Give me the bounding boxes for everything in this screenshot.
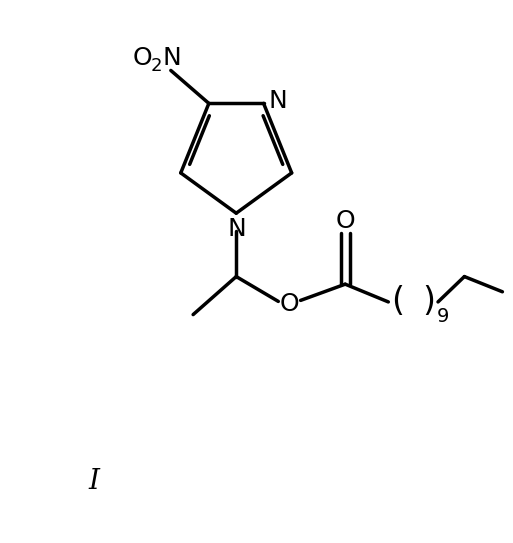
Text: ): ) — [422, 286, 436, 318]
Text: N: N — [163, 46, 181, 70]
Text: 9: 9 — [437, 307, 449, 326]
Text: N: N — [268, 89, 287, 113]
Text: 2: 2 — [151, 58, 163, 75]
Text: O: O — [280, 293, 299, 317]
Text: I: I — [89, 469, 100, 495]
Text: O: O — [133, 46, 153, 70]
Text: O: O — [336, 209, 355, 233]
Text: (: ( — [391, 286, 404, 318]
Text: N: N — [228, 217, 247, 242]
